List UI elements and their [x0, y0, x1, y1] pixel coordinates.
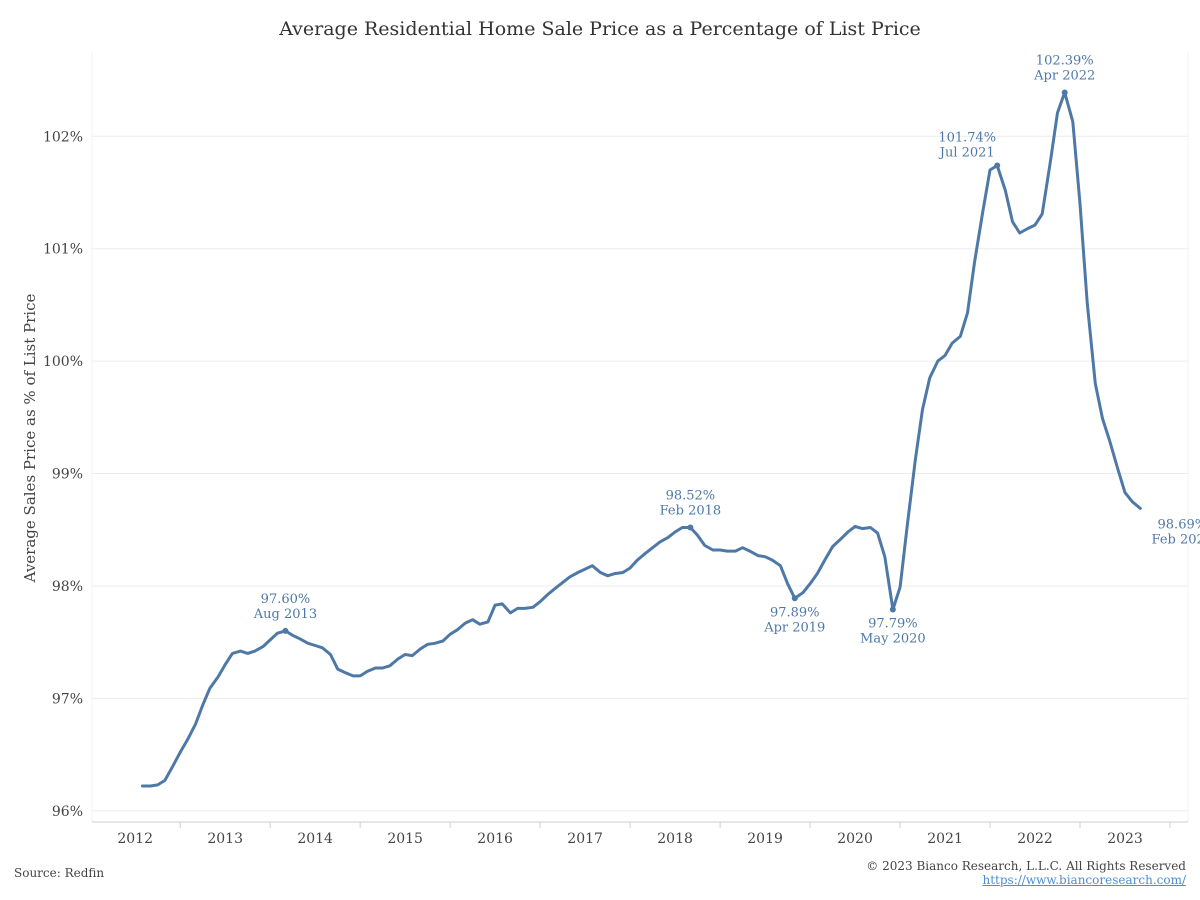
x-tick-label: 2020 [837, 831, 873, 847]
gridlines [91, 52, 1189, 822]
y-tick-label: 100% [43, 354, 83, 370]
y-tick-label: 98% [52, 579, 83, 595]
annotation-date: Feb 2018 [660, 503, 722, 518]
x-tick-label: 2015 [387, 831, 423, 847]
y-tick-label: 101% [43, 242, 83, 258]
annotation-marker [687, 524, 694, 531]
annotation-marker [889, 606, 896, 613]
x-tick-label: 2023 [1107, 831, 1143, 847]
y-axis: 96% 97% 98% 99% 100% 101% 102% [43, 129, 83, 819]
annotation-date: Aug 2013 [253, 607, 317, 622]
annotation-value: 97.89% [770, 605, 820, 620]
x-tick-label: 2012 [117, 831, 153, 847]
y-tick-label: 102% [43, 129, 83, 145]
x-tick-label: 2016 [477, 831, 513, 847]
copyright-note: © 2023 Bianco Research, L.L.C. All Right… [866, 859, 1186, 873]
series-line [140, 91, 1142, 788]
annotation-value: 97.60% [261, 592, 311, 607]
annotation-date: Jul 2021 [938, 146, 995, 161]
series-layer [140, 91, 1142, 788]
x-axis: 2012 2013 2014 2015 2016 2017 2018 2019 2020 2021… [92, 821, 1188, 847]
x-tick-label: 2021 [927, 831, 963, 847]
annotation-marker [791, 595, 798, 602]
y-tick-label: 97% [52, 691, 83, 707]
annotation-date: Feb 2023 [1152, 532, 1200, 547]
chart-title: Average Residential Home Sale Price as a… [279, 18, 921, 40]
annotation-date: Apr 2022 [1033, 68, 1095, 83]
x-tick-label: 2017 [567, 831, 603, 847]
x-tick-label: 2013 [207, 831, 243, 847]
annotation-date: May 2020 [860, 632, 926, 647]
annotation-value: 101.74% [938, 131, 996, 146]
y-tick-label: 96% [52, 804, 83, 820]
x-tick-label: 2019 [747, 831, 783, 847]
annotation-marker [1061, 89, 1068, 96]
y-tick-label: 99% [52, 467, 83, 483]
annotation-date: Apr 2019 [763, 620, 825, 635]
y-axis-label: Average Sales Price as % of List Price [21, 293, 39, 583]
x-tick-label: 2014 [297, 831, 333, 847]
x-tick-label: 2022 [1017, 831, 1053, 847]
x-tick-label: 2018 [657, 831, 693, 847]
annotation-marker [282, 627, 289, 634]
annotation-value: 97.79% [868, 617, 918, 632]
annotation-value: 102.39% [1036, 53, 1094, 68]
annotation-value: 98.69% [1158, 517, 1200, 532]
website-link[interactable]: https://www.biancoresearch.com/ [982, 873, 1186, 887]
annotation-value: 98.52% [666, 488, 716, 503]
source-note: Source: Redfin [14, 866, 105, 880]
annotation-marker [994, 162, 1001, 169]
